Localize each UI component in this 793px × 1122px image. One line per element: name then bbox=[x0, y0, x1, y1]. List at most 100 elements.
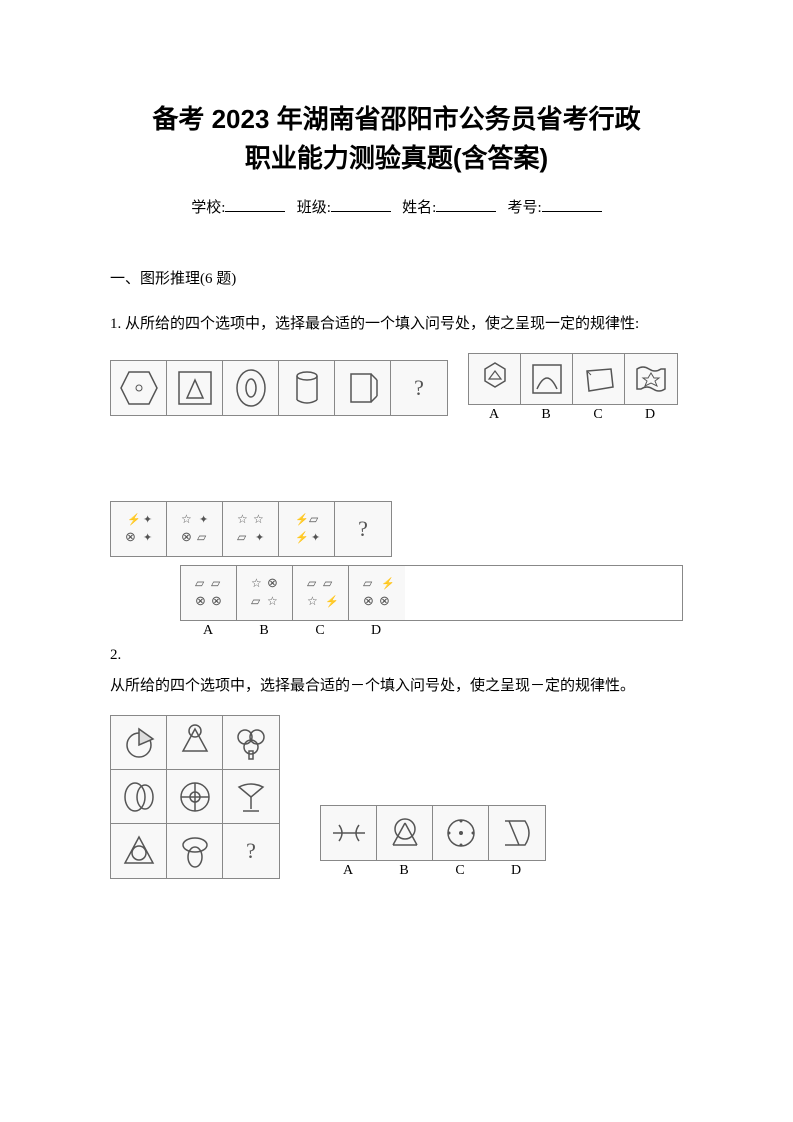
mid-opt-d: ▱ ⚡ ⊗ ⊗ bbox=[349, 566, 405, 620]
mid-label-d: D bbox=[348, 623, 404, 639]
mid-cell-3: ☆☆▱✦ bbox=[223, 502, 279, 556]
school-input[interactable] bbox=[225, 198, 285, 212]
mid-label-c: C bbox=[292, 623, 348, 639]
q2-g-7 bbox=[111, 824, 167, 878]
q2-g-3 bbox=[223, 716, 279, 770]
q2-g-8 bbox=[167, 824, 223, 878]
svg-text:▱: ▱ bbox=[323, 576, 333, 590]
mid-opt-c: ▱ ▱ ☆ ⚡ bbox=[293, 566, 349, 620]
mid-puzzle: ⚡✦⊗✦ ☆✦⊗▱ ☆☆▱✦ ⚡▱⚡✦ ? ▱▱⊗⊗ ☆⊗▱☆ bbox=[110, 501, 683, 639]
svg-text:⚡: ⚡ bbox=[325, 595, 339, 608]
q1-label-b: B bbox=[520, 407, 572, 423]
svg-text:▱: ▱ bbox=[307, 576, 317, 590]
q2-option-labels: A B C D bbox=[320, 863, 546, 879]
mid-options-block: ▱ ▱ ⊗ ⊗ ☆ ⊗ ▱ ☆ ▱ ▱ ☆ ⚡ ▱ ⚡ ⊗ ⊗ A B C D bbox=[180, 565, 683, 639]
svg-text:✦: ✦ bbox=[143, 514, 152, 526]
q1-figure-row: ? bbox=[110, 353, 683, 423]
svg-text:⊗: ⊗ bbox=[379, 593, 390, 608]
name-label: 姓名: bbox=[402, 200, 436, 216]
q2-text: 从所给的四个选项中，选择最合适的－个填入问号处，使之呈现－定的规律性。 bbox=[110, 670, 683, 703]
q2-g-5 bbox=[167, 770, 223, 824]
q1-opt-b bbox=[521, 354, 573, 404]
q2-opt-a bbox=[321, 806, 377, 860]
svg-text:⊗: ⊗ bbox=[195, 593, 206, 608]
mid-options: ▱ ▱ ⊗ ⊗ ☆ ⊗ ▱ ☆ ▱ ▱ ☆ ⚡ ▱ ⚡ ⊗ ⊗ bbox=[180, 565, 683, 621]
title-block: 备考 2023 年湖南省邵阳市公务员省考行政 职业能力测验真题(含答案) bbox=[110, 100, 683, 178]
svg-text:⊗: ⊗ bbox=[363, 593, 374, 608]
svg-text:⊗: ⊗ bbox=[211, 593, 222, 608]
mid-opt-b: ☆⊗▱☆ bbox=[237, 566, 293, 620]
q2-num: 2. bbox=[110, 647, 683, 664]
q1-sequence: ? bbox=[110, 360, 448, 416]
q1-cell-1 bbox=[111, 361, 167, 415]
svg-text:⊗: ⊗ bbox=[181, 529, 192, 544]
school-label: 学校: bbox=[191, 200, 225, 216]
q2-g-4 bbox=[111, 770, 167, 824]
q2-options-block: A B C D bbox=[320, 805, 546, 879]
q1-num: 1. bbox=[110, 316, 121, 332]
svg-text:⊗: ⊗ bbox=[125, 529, 136, 544]
student-info-line: 学校: 班级: 姓名: 考号: bbox=[110, 196, 683, 217]
q2-label-c: C bbox=[432, 863, 488, 879]
svg-text:☆: ☆ bbox=[237, 512, 248, 526]
svg-text:▱: ▱ bbox=[195, 576, 205, 590]
id-input[interactable] bbox=[542, 198, 602, 212]
mid-cell-4: ⚡▱⚡✦ bbox=[279, 502, 335, 556]
mid-label-a: A bbox=[180, 623, 236, 639]
svg-text:▱: ▱ bbox=[237, 530, 247, 544]
svg-text:☆: ☆ bbox=[181, 512, 192, 526]
svg-text:✦: ✦ bbox=[199, 514, 208, 526]
q2-label-a: A bbox=[320, 863, 376, 879]
mid-label-b: B bbox=[236, 623, 292, 639]
svg-text:⚡: ⚡ bbox=[295, 513, 309, 526]
q2-figure-row: ? A B C D bbox=[110, 715, 683, 879]
q1-cell-2 bbox=[167, 361, 223, 415]
svg-text:☆: ☆ bbox=[307, 594, 318, 608]
id-label: 考号: bbox=[508, 200, 542, 216]
q1-cell-3 bbox=[223, 361, 279, 415]
class-input[interactable] bbox=[331, 198, 391, 212]
mid-cell-2: ☆ ✦ ⊗ ▱ bbox=[167, 502, 223, 556]
svg-text:▱: ▱ bbox=[309, 512, 319, 526]
q2-grid: ? bbox=[110, 715, 280, 879]
q1-text: 1. 从所给的四个选项中，选择最合适的一个填入问号处，使之呈现一定的规律性: bbox=[110, 308, 683, 341]
q1-cell-qmark: ? bbox=[391, 361, 447, 415]
svg-text:☆: ☆ bbox=[251, 576, 262, 590]
q2-label-d: D bbox=[488, 863, 544, 879]
q1-options bbox=[468, 353, 678, 405]
mid-cell-1: ⚡✦ ⊗ ✦ bbox=[111, 502, 167, 556]
q2-g-6 bbox=[223, 770, 279, 824]
q2-options bbox=[320, 805, 546, 861]
q1-label-c: C bbox=[572, 407, 624, 423]
q1-body: 从所给的四个选项中，选择最合适的一个填入问号处，使之呈现一定的规律性: bbox=[125, 316, 639, 332]
mid-sequence-row: ⚡✦⊗✦ ☆✦⊗▱ ☆☆▱✦ ⚡▱⚡✦ ? bbox=[110, 501, 683, 557]
svg-text:☆: ☆ bbox=[267, 594, 278, 608]
q2-label-b: B bbox=[376, 863, 432, 879]
svg-text:▱: ▱ bbox=[197, 530, 207, 544]
mid-sequence: ⚡✦⊗✦ ☆✦⊗▱ ☆☆▱✦ ⚡▱⚡✦ ? bbox=[110, 501, 392, 557]
q1-cell-5 bbox=[335, 361, 391, 415]
title-line-2: 职业能力测验真题(含答案) bbox=[110, 139, 683, 178]
svg-text:⚡: ⚡ bbox=[127, 513, 141, 526]
class-label: 班级: bbox=[297, 200, 331, 216]
q1-cell-4 bbox=[279, 361, 335, 415]
q2-opt-b bbox=[377, 806, 433, 860]
svg-text:⚡: ⚡ bbox=[381, 577, 395, 590]
svg-text:✦: ✦ bbox=[143, 532, 152, 544]
name-input[interactable] bbox=[436, 198, 496, 212]
q2-g-1 bbox=[111, 716, 167, 770]
q2-g-qmark: ? bbox=[223, 824, 279, 878]
svg-text:✦: ✦ bbox=[255, 532, 264, 544]
svg-text:▱: ▱ bbox=[251, 594, 261, 608]
q1-options-block: A B C D bbox=[468, 353, 678, 423]
q1-label-d: D bbox=[624, 407, 676, 423]
mid-opt-a: ▱ ▱ ⊗ ⊗ bbox=[181, 566, 237, 620]
q1-opt-a bbox=[469, 354, 521, 404]
q2-opt-d bbox=[489, 806, 545, 860]
q2-g-2 bbox=[167, 716, 223, 770]
q1-opt-d bbox=[625, 354, 677, 404]
mid-qmark: ? bbox=[358, 516, 368, 542]
svg-text:▱: ▱ bbox=[363, 576, 373, 590]
svg-text:▱: ▱ bbox=[211, 576, 221, 590]
q1-label-a: A bbox=[468, 407, 520, 423]
